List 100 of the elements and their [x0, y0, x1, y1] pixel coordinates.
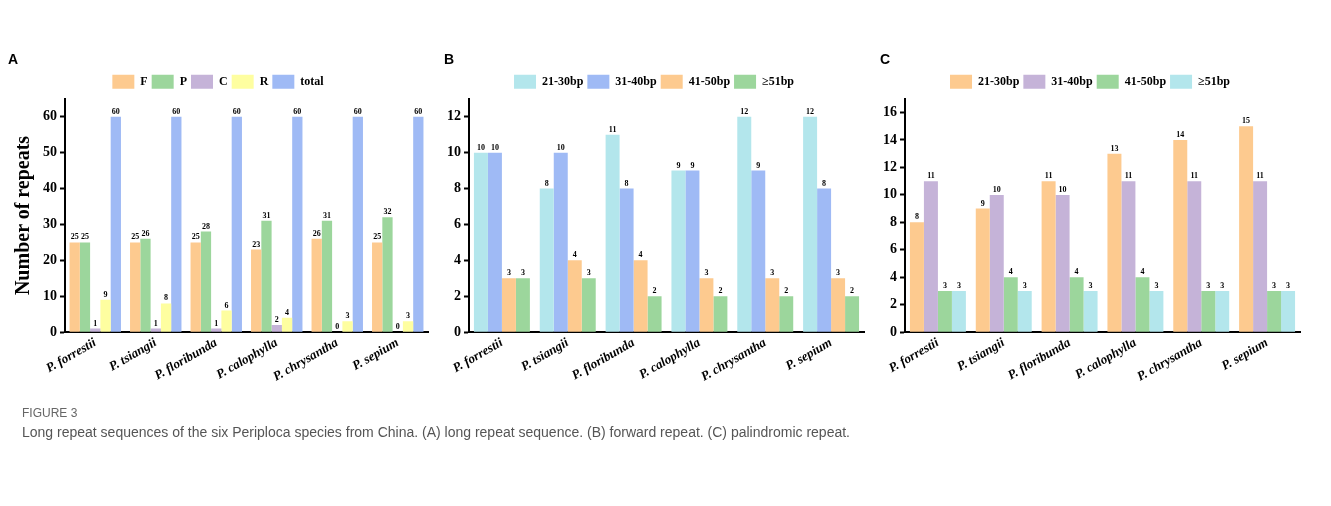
bar [951, 290, 966, 332]
legend-label: 31-40bp [1051, 73, 1094, 88]
y-tick-label: 6 [454, 216, 461, 232]
data-label: 8 [624, 178, 629, 188]
data-label: 11 [1124, 171, 1133, 181]
data-label: 15 [1242, 116, 1251, 126]
data-label: 14 [1176, 130, 1185, 140]
data-label: 9 [690, 160, 695, 170]
data-label: 3 [1206, 281, 1211, 291]
y-tick-label: 16 [883, 104, 897, 120]
y-tick-label: 30 [43, 216, 57, 232]
data-label: 11 [927, 171, 935, 181]
bar [831, 278, 846, 332]
data-label: 60 [353, 106, 362, 116]
data-label: 25 [191, 232, 200, 242]
bar [382, 217, 393, 332]
bar [501, 278, 516, 332]
data-label: 4 [1140, 267, 1145, 277]
data-label: 2 [784, 286, 789, 296]
bar [231, 116, 242, 332]
data-label: 4 [1074, 267, 1079, 277]
data-label: 11 [1190, 171, 1199, 181]
data-label: 12 [806, 106, 815, 116]
bar [1215, 290, 1230, 332]
data-label: 11 [1256, 171, 1264, 181]
bar [567, 260, 582, 332]
data-label: 3 [956, 281, 961, 291]
y-tick-label: 12 [883, 159, 897, 175]
data-label: 12 [740, 106, 749, 116]
y-tick-label: 20 [43, 251, 57, 267]
bar [633, 260, 648, 332]
data-label: 3 [1088, 281, 1093, 291]
bar [1121, 181, 1136, 332]
legend-label: P [179, 73, 188, 88]
data-label: 3 [1286, 281, 1291, 291]
data-label: 1 [153, 318, 158, 328]
bar [699, 278, 714, 332]
bar [1173, 139, 1188, 332]
bar [923, 181, 938, 332]
y-tick-label: 2 [454, 287, 461, 303]
bar [1003, 277, 1018, 332]
data-label: 3 [704, 268, 709, 278]
data-label: 8 [914, 212, 919, 222]
data-label: 3 [770, 268, 775, 278]
y-axis-title: Number of repeats [11, 135, 35, 296]
data-label: 6 [224, 300, 229, 310]
data-label: 8 [822, 178, 827, 188]
data-label: 10 [490, 142, 499, 152]
data-label: 0 [335, 322, 340, 332]
y-tick-label: 0 [50, 323, 57, 339]
data-label: 3 [406, 311, 411, 321]
bar [79, 242, 91, 332]
y-tick-label: 10 [43, 287, 57, 303]
data-label: 4 [572, 250, 577, 260]
bar [685, 170, 700, 332]
legend-label: 31-40bp [615, 73, 658, 88]
data-label: 9 [980, 198, 985, 208]
bar [321, 220, 333, 332]
bar [845, 296, 860, 332]
data-label: 10 [992, 184, 1001, 194]
bar [473, 152, 488, 332]
data-label: 3 [345, 311, 350, 321]
y-tick-label: 40 [43, 180, 57, 196]
bar [671, 170, 686, 332]
bar [647, 296, 662, 332]
legend-label: 41-50bp [688, 73, 731, 88]
bar [372, 242, 383, 332]
data-label: 4 [285, 307, 290, 317]
bar [937, 290, 952, 332]
bar [160, 303, 172, 332]
data-label: 9 [103, 289, 108, 299]
bar [1083, 290, 1098, 332]
data-label: 28 [201, 221, 210, 231]
bar [581, 278, 596, 332]
data-label: 23 [252, 239, 261, 249]
data-label: 2 [274, 315, 279, 325]
data-label: 2 [652, 286, 657, 296]
bar [1041, 181, 1056, 332]
data-label: 11 [608, 124, 617, 134]
data-label: 2 [850, 286, 855, 296]
bar [281, 317, 293, 332]
data-label: 3 [1022, 281, 1027, 291]
y-tick-label: 60 [43, 108, 57, 124]
y-tick-label: 10 [447, 144, 461, 160]
bar [211, 328, 222, 332]
bar [1069, 277, 1084, 332]
data-label: 4 [638, 250, 643, 260]
bar [975, 208, 990, 332]
bar [140, 238, 151, 332]
bar [539, 188, 554, 332]
data-label: 10 [476, 142, 485, 152]
data-label: 1 [214, 318, 219, 328]
data-label: 8 [544, 178, 549, 188]
bar [737, 116, 752, 332]
bar [1149, 290, 1164, 332]
data-label: 60 [232, 106, 241, 116]
legend-label: 21-30bp [542, 73, 584, 88]
data-label: 9 [756, 160, 761, 170]
legend-label: 21-30bp [978, 73, 1020, 88]
legend-label: ≥51bp [762, 73, 795, 88]
